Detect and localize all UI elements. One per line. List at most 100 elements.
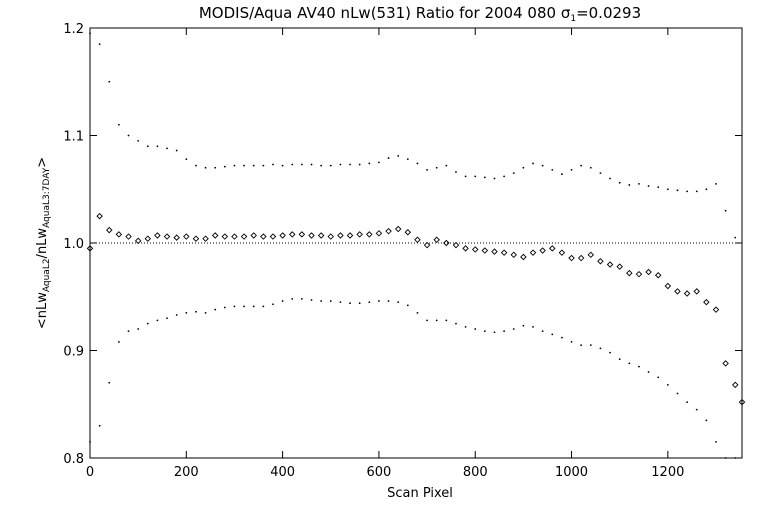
data-point-mean	[722, 360, 729, 367]
data-point-mean	[471, 246, 479, 253]
data-point-mean	[231, 233, 238, 240]
y-tick-label: 1.1	[63, 130, 84, 145]
data-point-lower	[281, 300, 284, 302]
data-point-lower	[455, 322, 457, 325]
data-point-upper	[483, 176, 486, 179]
data-point-lower	[195, 310, 197, 313]
lower-bound-series	[89, 298, 737, 459]
x-tick-label: 1000	[555, 465, 588, 480]
data-point-upper	[599, 172, 602, 175]
data-point-upper	[551, 169, 554, 171]
upper-bound-series	[89, 32, 737, 239]
data-point-mean	[452, 241, 460, 249]
data-point-lower	[291, 298, 294, 300]
data-point-lower	[686, 401, 689, 403]
data-point-upper	[532, 162, 534, 165]
data-point-mean	[645, 268, 652, 276]
data-point-mean	[375, 230, 383, 237]
data-point-lower	[387, 300, 390, 302]
mean-ratio-series	[86, 212, 746, 406]
data-point-lower	[310, 299, 313, 301]
data-point-lower	[551, 333, 554, 336]
data-point-upper	[368, 162, 371, 165]
data-point-upper	[320, 164, 323, 167]
data-point-mean	[202, 235, 209, 242]
data-point-mean	[404, 229, 412, 236]
data-point-lower	[532, 325, 534, 328]
data-point-lower	[214, 308, 217, 311]
y-tick-label: 1.2	[63, 22, 84, 37]
x-tick-label: 800	[463, 465, 488, 480]
y-axis-ticks: 0.8 0.9 1.0 1.1 1.2	[63, 22, 742, 467]
data-point-lower	[628, 362, 631, 365]
data-point-upper	[647, 185, 650, 187]
data-point-upper	[522, 166, 525, 169]
data-point-upper	[512, 172, 515, 175]
data-point-upper	[734, 236, 737, 239]
data-point-lower	[397, 301, 400, 304]
data-point-upper	[474, 175, 477, 178]
x-axis-label: Scan Pixel	[387, 486, 453, 501]
data-point-mean	[732, 381, 739, 389]
data-point-mean	[626, 269, 633, 277]
data-point-mean	[327, 233, 335, 240]
data-point-upper	[464, 175, 467, 178]
data-point-upper	[715, 182, 717, 185]
data-point-lower	[599, 347, 602, 350]
data-point-lower	[638, 365, 640, 368]
data-point-mean	[414, 236, 421, 244]
data-point-upper	[686, 190, 689, 193]
data-point-mean	[183, 233, 190, 240]
data-point-lower	[272, 303, 274, 306]
data-point-mean	[635, 270, 643, 278]
data-point-lower	[108, 381, 111, 384]
data-point-upper	[589, 166, 592, 169]
data-point-upper	[204, 166, 207, 169]
data-point-mean	[606, 261, 614, 268]
data-point-mean	[86, 245, 94, 252]
data-point-upper	[175, 149, 178, 152]
data-point-upper	[281, 164, 284, 167]
data-point-mean	[693, 288, 700, 295]
data-point-mean	[240, 233, 248, 240]
data-point-upper	[609, 177, 611, 180]
data-point-mean	[654, 272, 662, 279]
data-point-lower	[705, 419, 708, 422]
data-point-upper	[262, 164, 265, 167]
data-point-mean	[192, 235, 200, 242]
data-point-upper	[493, 177, 496, 180]
data-point-mean	[577, 254, 585, 262]
data-point-mean	[173, 234, 180, 241]
data-point-lower	[657, 376, 660, 379]
x-tick-label: 200	[174, 465, 199, 480]
data-point-mean	[549, 245, 556, 252]
data-point-upper	[166, 147, 168, 150]
data-point-upper	[233, 164, 236, 167]
data-point-lower	[204, 311, 207, 314]
data-point-lower	[618, 358, 621, 360]
data-point-upper	[349, 163, 351, 166]
data-point-lower	[233, 305, 236, 308]
data-point-lower	[175, 314, 178, 316]
data-point-mean	[712, 306, 720, 313]
data-point-mean	[491, 248, 498, 255]
data-point-lower	[522, 324, 525, 327]
data-point-lower	[464, 325, 467, 328]
data-point-upper	[580, 164, 583, 167]
data-point-mean	[289, 231, 296, 238]
data-point-upper	[561, 173, 563, 176]
data-point-lower	[300, 298, 303, 300]
data-point-lower	[695, 408, 698, 411]
data-point-mean	[115, 231, 123, 238]
data-point-upper	[185, 158, 188, 161]
data-point-upper	[416, 162, 419, 165]
data-point-lower	[156, 319, 159, 322]
data-point-lower	[243, 305, 245, 308]
data-point-lower	[666, 384, 669, 386]
data-point-upper	[570, 169, 573, 171]
data-point-lower	[117, 341, 120, 343]
data-point-lower	[252, 305, 255, 308]
data-point-lower	[541, 330, 544, 333]
data-point-mean	[337, 232, 344, 239]
data-point-lower	[580, 344, 583, 347]
